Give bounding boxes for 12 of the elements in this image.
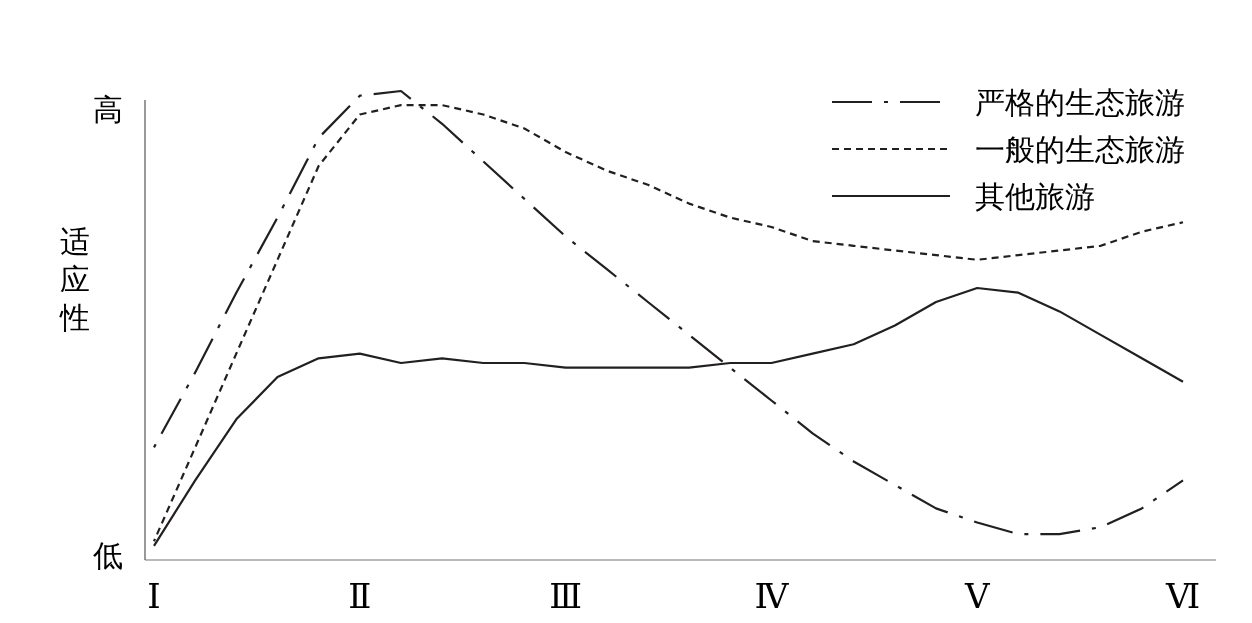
x-tick-label: Ⅳ xyxy=(754,578,790,615)
x-tick-label: Ⅱ xyxy=(348,578,372,615)
x-tick-label: Ⅰ xyxy=(147,578,161,615)
text: 低 xyxy=(93,539,123,572)
y-axis-title: 适应性 xyxy=(59,225,90,334)
legend-label: 其他旅游 xyxy=(975,180,1095,213)
text: 高 xyxy=(93,93,123,126)
legend-label: 严格的生态旅游 xyxy=(975,86,1185,119)
x-tick-label: Ⅵ xyxy=(1164,578,1201,615)
x-tick-label: Ⅲ xyxy=(549,578,582,615)
x-tick-label: Ⅴ xyxy=(963,578,991,615)
legend-label: 一般的生态旅游 xyxy=(975,133,1185,166)
